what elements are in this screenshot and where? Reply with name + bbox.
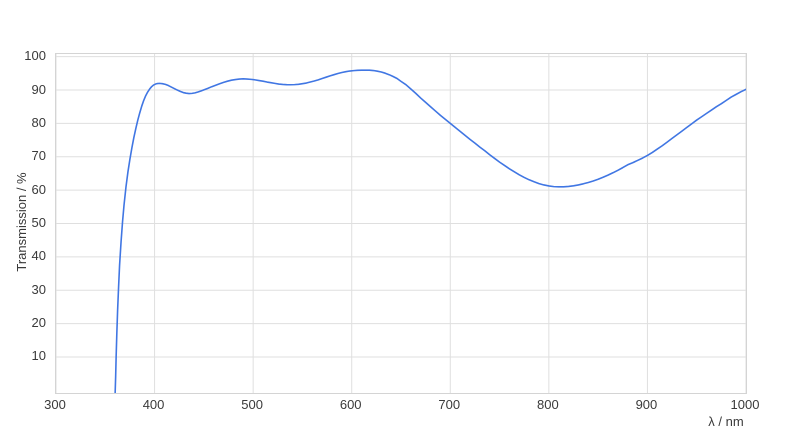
- y-tick-label-30: 30: [31, 281, 46, 297]
- x-tick-label-400: 400: [142, 397, 165, 412]
- x-tick-label-300: 300: [44, 397, 66, 412]
- y-tick-label-10: 10: [31, 348, 46, 364]
- x-tick-label-600: 600: [339, 397, 362, 412]
- plot-area: [55, 53, 747, 394]
- transmission-curve: [114, 69, 746, 393]
- y-tick-label-60: 60: [31, 181, 46, 197]
- x-tick-label-1000: 1000: [730, 397, 760, 412]
- x-tick-label-700: 700: [438, 397, 461, 412]
- y-tick-label-70: 70: [31, 148, 46, 164]
- y-tick-label-100: 100: [24, 48, 46, 64]
- line-chart-canvas: [56, 54, 746, 393]
- y-tick-label-50: 50: [31, 215, 46, 230]
- y-tick-label-20: 20: [31, 315, 46, 331]
- y-tick-label-80: 80: [31, 114, 46, 130]
- x-tick-label-800: 800: [536, 397, 559, 412]
- y-tick-label-90: 90: [31, 81, 46, 97]
- x-tick-label-900: 900: [635, 397, 658, 412]
- y-tick-label-40: 40: [31, 248, 46, 264]
- x-axis-title: λ / nm: [708, 414, 744, 429]
- x-tick-label-500: 500: [241, 397, 263, 412]
